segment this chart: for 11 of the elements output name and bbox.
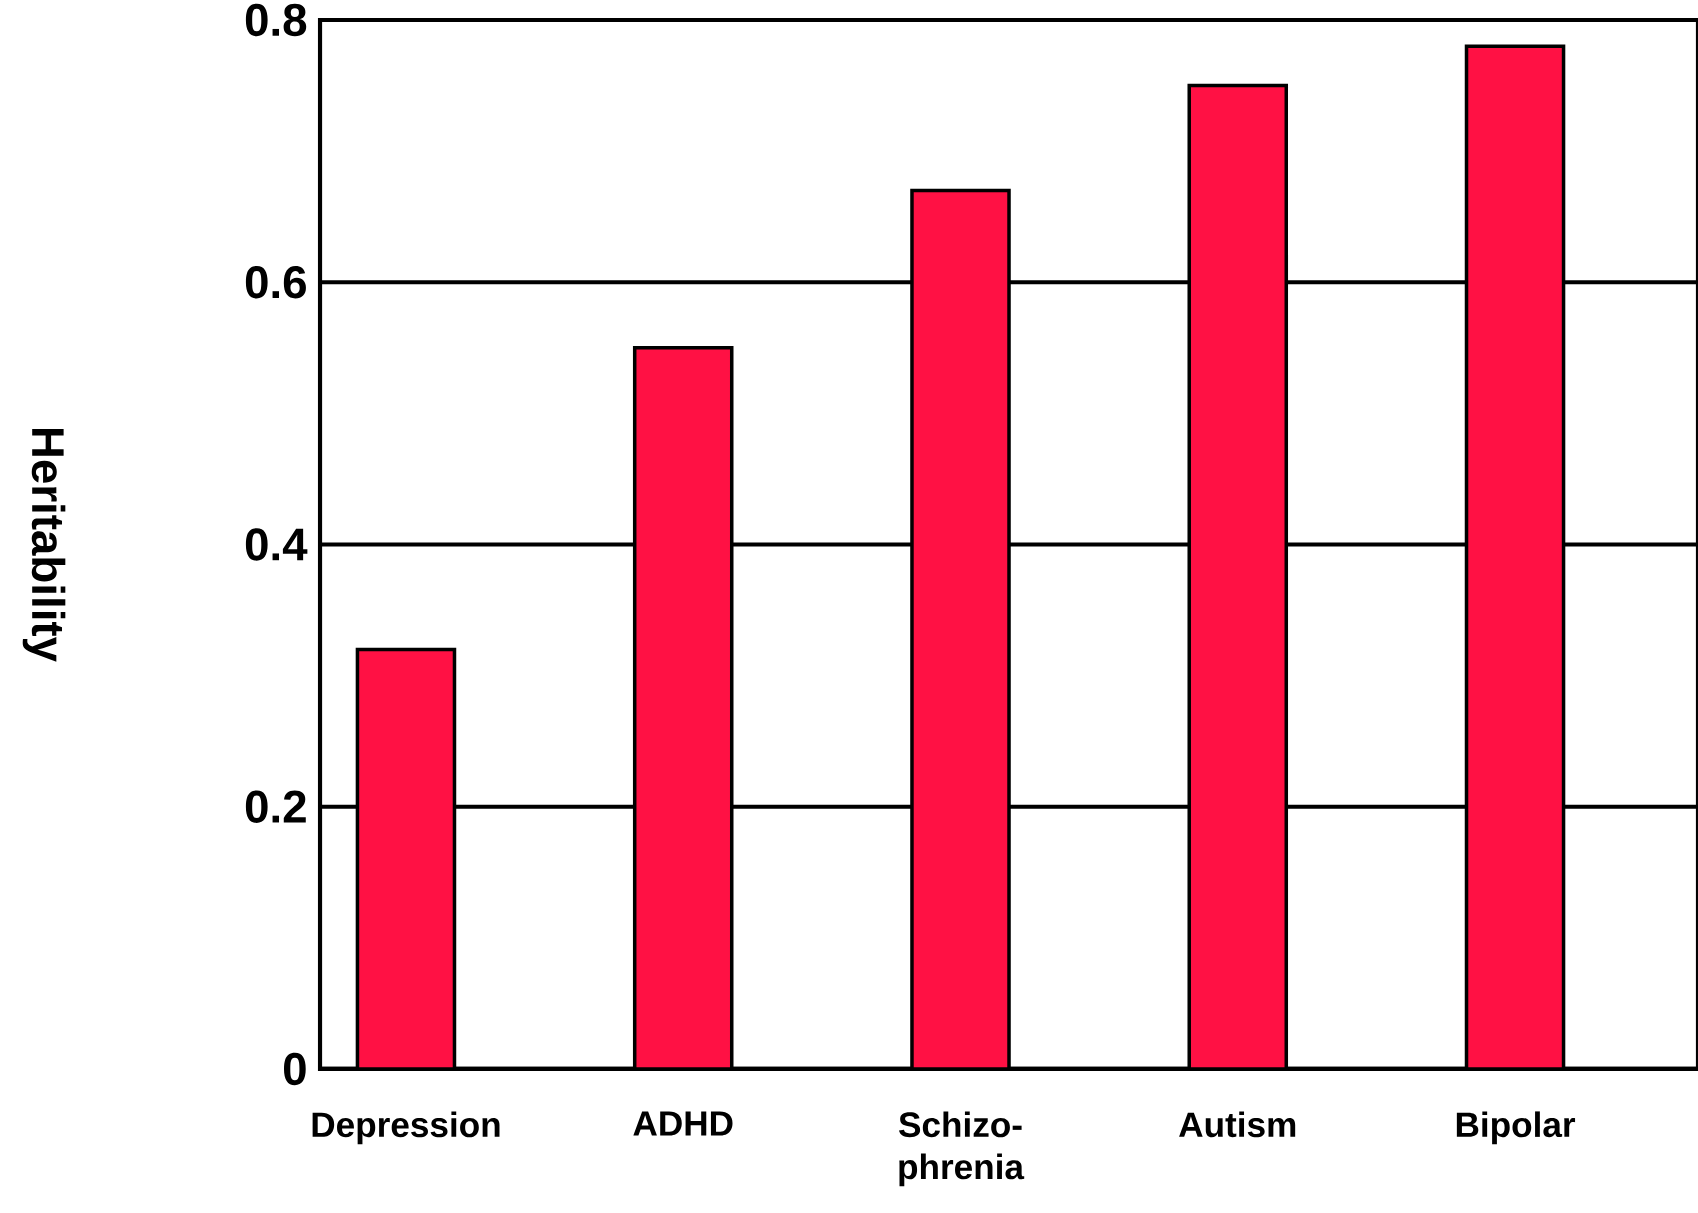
y-tick-label: 0.8 [245,3,307,37]
y-axis-title: Heritability [22,428,66,662]
x-tick-label: Depression [312,1111,500,1145]
x-tick-label: ADHD [633,1111,733,1136]
y-tick-label: 0.4 [245,528,308,561]
x-tick-label: Schizo-phrenia [899,1111,1025,1187]
y-tick-label: 0.2 [245,790,306,823]
y-tick-label: 0 [284,1052,306,1086]
x-tick-label: Bipolar [1456,1111,1576,1145]
x-tick-label: Autism [1179,1111,1296,1138]
y-tick-label: 0.6 [245,266,306,299]
